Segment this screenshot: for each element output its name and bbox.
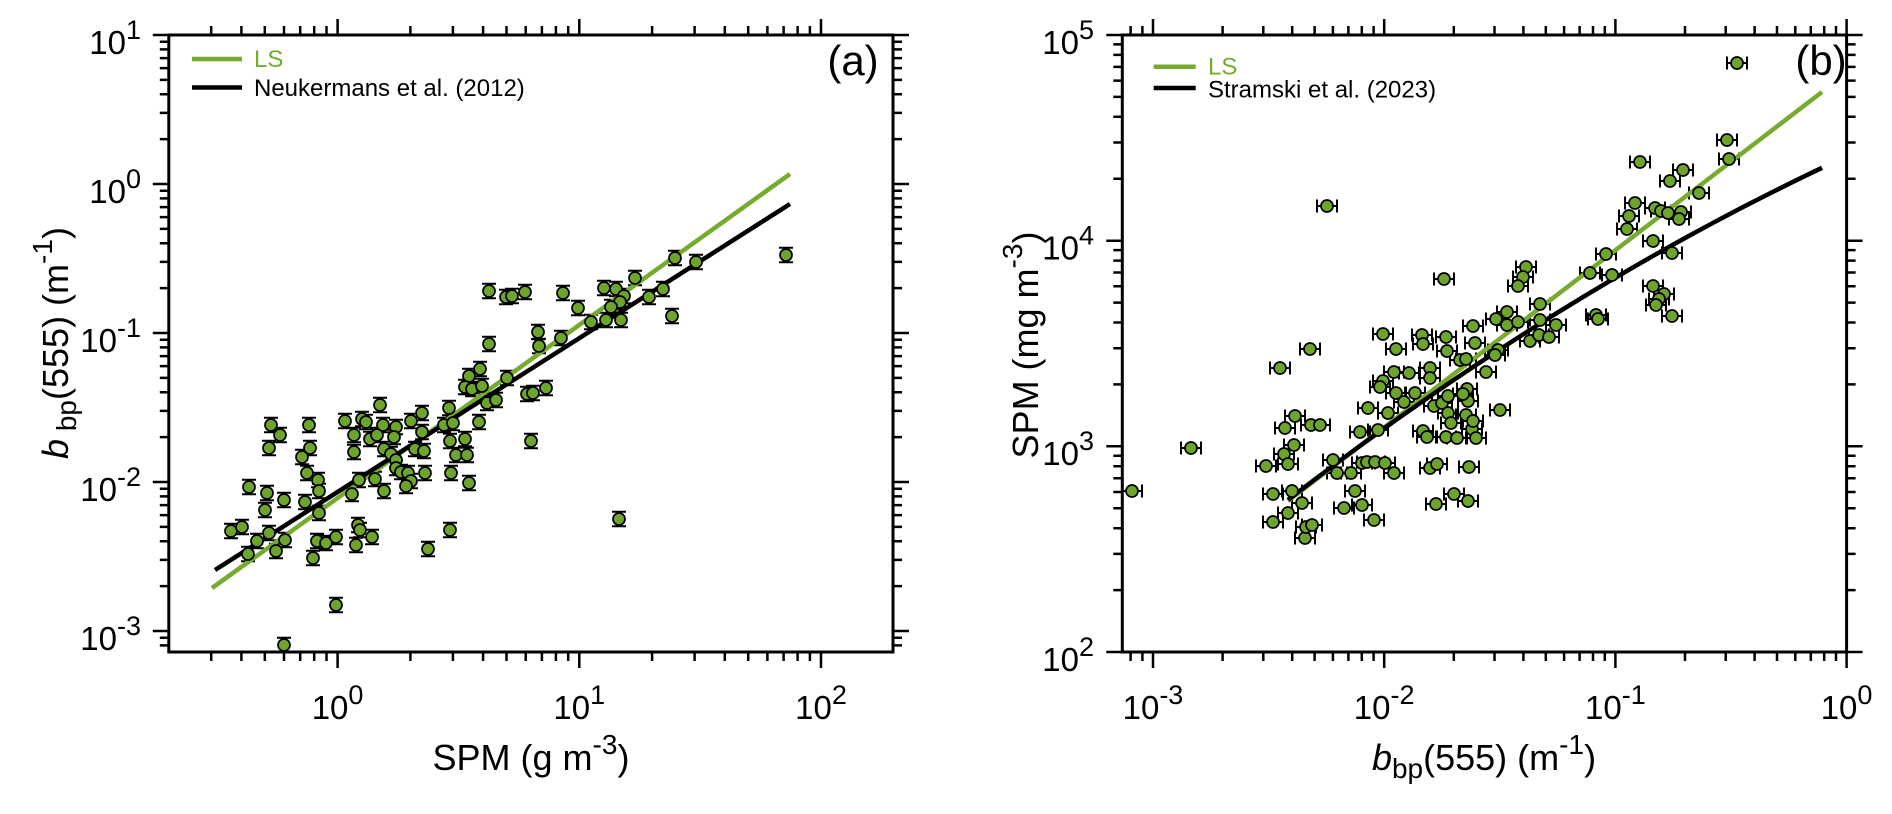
svg-text:LS: LS [254, 46, 283, 73]
svg-text:bbp(555) (m-1): bbp(555) (m-1) [1372, 729, 1596, 784]
svg-text:Stramski et al. (2023): Stramski et al. (2023) [1208, 77, 1436, 104]
svg-text:LS: LS [1208, 54, 1237, 81]
svg-text:(a): (a) [827, 37, 878, 84]
svg-text:b bp(555) (m-1): b bp(555) (m-1) [27, 227, 82, 459]
svg-text:Neukermans et al. (2012): Neukermans et al. (2012) [254, 75, 525, 102]
svg-text:SPM (mg m-3): SPM (mg m-3) [997, 232, 1046, 459]
svg-text:(b): (b) [1795, 37, 1846, 84]
